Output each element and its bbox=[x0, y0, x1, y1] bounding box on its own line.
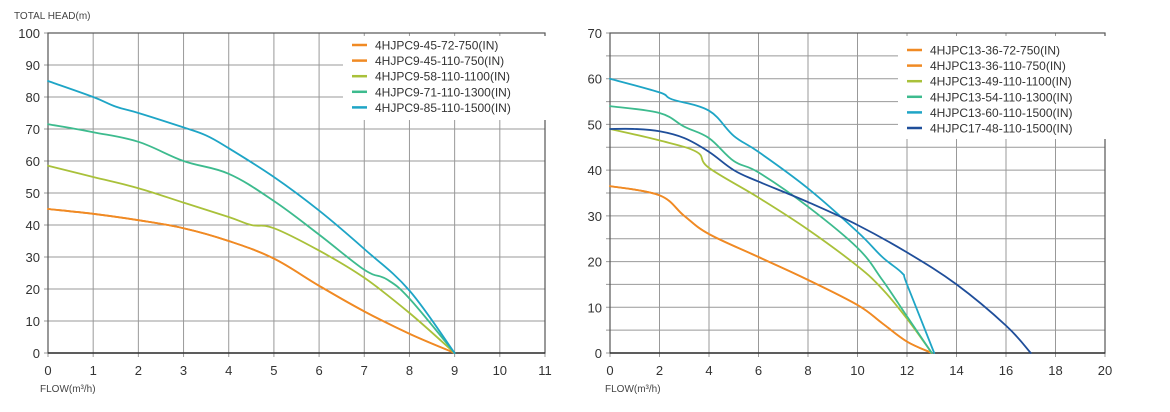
x-tick-label: 11 bbox=[538, 363, 552, 378]
legend-label: 4HJPC17-48-110-1500(IN) bbox=[930, 122, 1073, 136]
series-line-4HJPC9-71-110-1300(IN) bbox=[47, 123, 456, 354]
y-tick-label: 30 bbox=[588, 209, 602, 224]
series-line-4HJPC13-36-72-750(IN) bbox=[609, 185, 933, 354]
y-tick-label: 50 bbox=[588, 117, 602, 132]
y-axis-label: TOTAL HEAD(m) bbox=[14, 11, 90, 22]
y-tick-label: 100 bbox=[18, 26, 40, 41]
legend-label: 4HJPC13-54-110-1300(IN) bbox=[930, 90, 1073, 104]
y-tick-label: 60 bbox=[26, 154, 40, 169]
y-tick-label: 10 bbox=[588, 300, 602, 315]
x-tick-label: 14 bbox=[949, 363, 963, 378]
legend-label: 4HJPC13-36-110-750(IN) bbox=[930, 59, 1066, 73]
series-line-4HJPC13-49-110-1100(IN) bbox=[609, 128, 933, 354]
x-tick-label: 18 bbox=[1048, 363, 1062, 378]
series-line-4HJPC9-45-110-750(IN) bbox=[47, 208, 456, 354]
x-tick-label: 16 bbox=[999, 363, 1013, 378]
x-tick-label: 2 bbox=[656, 363, 663, 378]
y-tick-label: 40 bbox=[588, 163, 602, 178]
x-tick-label: 3 bbox=[180, 363, 187, 378]
x-axis-label: FLOW(m³/h) bbox=[605, 384, 661, 395]
series-line-4HJPC9-58-110-1100(IN) bbox=[47, 164, 456, 354]
series-line-4HJPC13-54-110-1300(IN) bbox=[609, 105, 933, 354]
legend-label: 4HJPC13-60-110-1500(IN) bbox=[930, 106, 1073, 120]
series-line-4HJPC9-45-72-750(IN) bbox=[47, 208, 456, 354]
legend-label: 4HJPC13-36-72-750(IN) bbox=[930, 44, 1060, 58]
y-tick-label: 60 bbox=[588, 72, 602, 87]
x-tick-label: 4 bbox=[225, 363, 232, 378]
x-tick-label: 5 bbox=[270, 363, 277, 378]
y-tick-label: 70 bbox=[588, 26, 602, 41]
y-tick-label: 10 bbox=[26, 314, 40, 329]
x-tick-label: 10 bbox=[850, 363, 864, 378]
y-tick-label: 0 bbox=[595, 346, 602, 361]
y-tick-label: 50 bbox=[26, 186, 40, 201]
legend-box bbox=[343, 36, 547, 120]
legend-box bbox=[898, 36, 1106, 139]
y-tick-label: 0 bbox=[33, 346, 40, 361]
y-tick-label: 20 bbox=[588, 255, 602, 270]
legend-label: 4HJPC9-58-110-1100(IN) bbox=[375, 70, 510, 84]
legend-label: 4HJPC13-49-110-1100(IN) bbox=[930, 75, 1072, 89]
x-tick-label: 12 bbox=[900, 363, 914, 378]
series-line-4HJPC13-36-110-750(IN) bbox=[609, 185, 933, 354]
y-tick-label: 80 bbox=[26, 90, 40, 105]
x-tick-label: 4 bbox=[705, 363, 712, 378]
series-line-4HJPC17-48-110-1500(IN) bbox=[609, 127, 1032, 354]
y-tick-label: 20 bbox=[26, 282, 40, 297]
y-tick-label: 40 bbox=[26, 218, 40, 233]
x-tick-label: 20 bbox=[1098, 363, 1112, 378]
x-tick-label: 9 bbox=[451, 363, 458, 378]
y-tick-label: 90 bbox=[26, 58, 40, 73]
x-tick-label: 7 bbox=[361, 363, 368, 378]
x-tick-label: 6 bbox=[755, 363, 762, 378]
x-tick-label: 8 bbox=[804, 363, 811, 378]
x-tick-label: 0 bbox=[44, 363, 51, 378]
x-tick-label: 2 bbox=[135, 363, 142, 378]
legend-label: 4HJPC9-71-110-1300(IN) bbox=[375, 85, 511, 99]
chart-left: 0 10 20 30 40 50 60 70 80 90 100 0 1 2 3 4 5 6 7 8 9 10 11 TOTA… bbox=[14, 11, 552, 395]
series-line-4HJPC9-85-110-1500(IN) bbox=[47, 80, 456, 354]
y-tick-label: 70 bbox=[26, 122, 40, 137]
y-tick-label: 30 bbox=[26, 250, 40, 265]
chart-right: 0 10 20 30 40 50 60 70 0 2 4 6 8 10 12 14 16 18 20 FLOW(m³/… bbox=[588, 26, 1113, 395]
legend-label: 4HJPC9-85-110-1500(IN) bbox=[375, 101, 511, 115]
series-line-4HJPC13-60-110-1500(IN) bbox=[609, 77, 936, 354]
legend-label: 4HJPC9-45-110-750(IN) bbox=[375, 54, 504, 68]
x-tick-label: 8 bbox=[406, 363, 413, 378]
x-tick-label: 10 bbox=[493, 363, 507, 378]
x-tick-label: 1 bbox=[90, 363, 97, 378]
x-tick-label: 0 bbox=[606, 363, 613, 378]
x-axis-label: FLOW(m³/h) bbox=[40, 384, 96, 395]
legend-label: 4HJPC9-45-72-750(IN) bbox=[375, 39, 498, 53]
x-tick-label: 6 bbox=[315, 363, 322, 378]
